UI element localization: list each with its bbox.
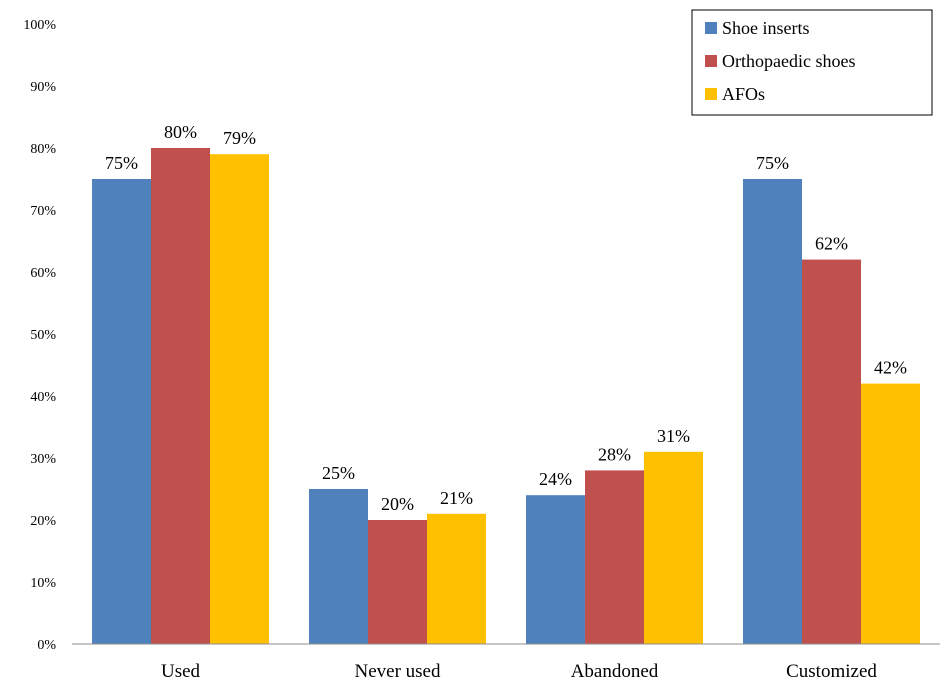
y-tick-label: 0% [37,638,56,653]
data-label: 21% [440,488,473,508]
legend-label: Orthopaedic shoes [722,51,855,71]
data-label: 31% [657,426,690,446]
x-tick-label: Abandoned [571,661,659,682]
y-tick-label: 10% [30,576,56,591]
data-label: 79% [223,128,256,148]
data-label: 62% [815,234,848,254]
bar [92,179,151,644]
bars [92,148,920,644]
y-tick-label: 20% [30,514,56,529]
data-label: 80% [164,122,197,142]
data-label: 75% [756,153,789,173]
data-label: 20% [381,494,414,514]
legend-box [691,9,933,116]
bar [210,154,269,644]
y-tick-label: 60% [30,266,56,281]
bar [644,451,703,644]
legend-swatch [705,55,717,67]
data-label: 42% [874,358,907,378]
bar [861,383,920,644]
bar [743,179,802,644]
y-tick-label: 70% [30,204,56,219]
data-label: 25% [322,463,355,483]
y-tick-label: 50% [30,328,56,343]
y-axis-ticks: 0% 10% 20% 30% 40% 50% 60% 70% 80% 90% 100% [23,18,56,653]
data-label: 75% [105,153,138,173]
bar [585,470,644,644]
bar [151,148,210,644]
bar [427,513,486,644]
legend: Shoe inserts Orthopaedic shoes AFOs [691,9,933,116]
legend-label: Shoe inserts [722,18,810,38]
bar [526,495,585,644]
y-tick-label: 40% [30,390,56,405]
data-label: 28% [598,444,631,464]
x-tick-label: Used [161,661,201,682]
legend-swatch [705,88,717,100]
x-tick-label: Never used [355,661,441,682]
bar [802,259,861,644]
x-axis-labels: Used Never used Abandoned Customized [161,661,877,682]
y-tick-label: 80% [30,142,56,157]
y-tick-label: 100% [23,18,56,33]
legend-label: AFOs [722,84,765,104]
data-label: 24% [539,469,572,489]
x-tick-label: Customized [786,661,877,682]
y-tick-label: 30% [30,452,56,467]
y-tick-label: 90% [30,80,56,95]
bar [309,489,368,644]
legend-swatch [705,22,717,34]
bar [368,520,427,644]
data-labels: 75% 80% 79% 25% 20% 21% 24% 28% 31% 75% 62% 42% [105,122,907,514]
